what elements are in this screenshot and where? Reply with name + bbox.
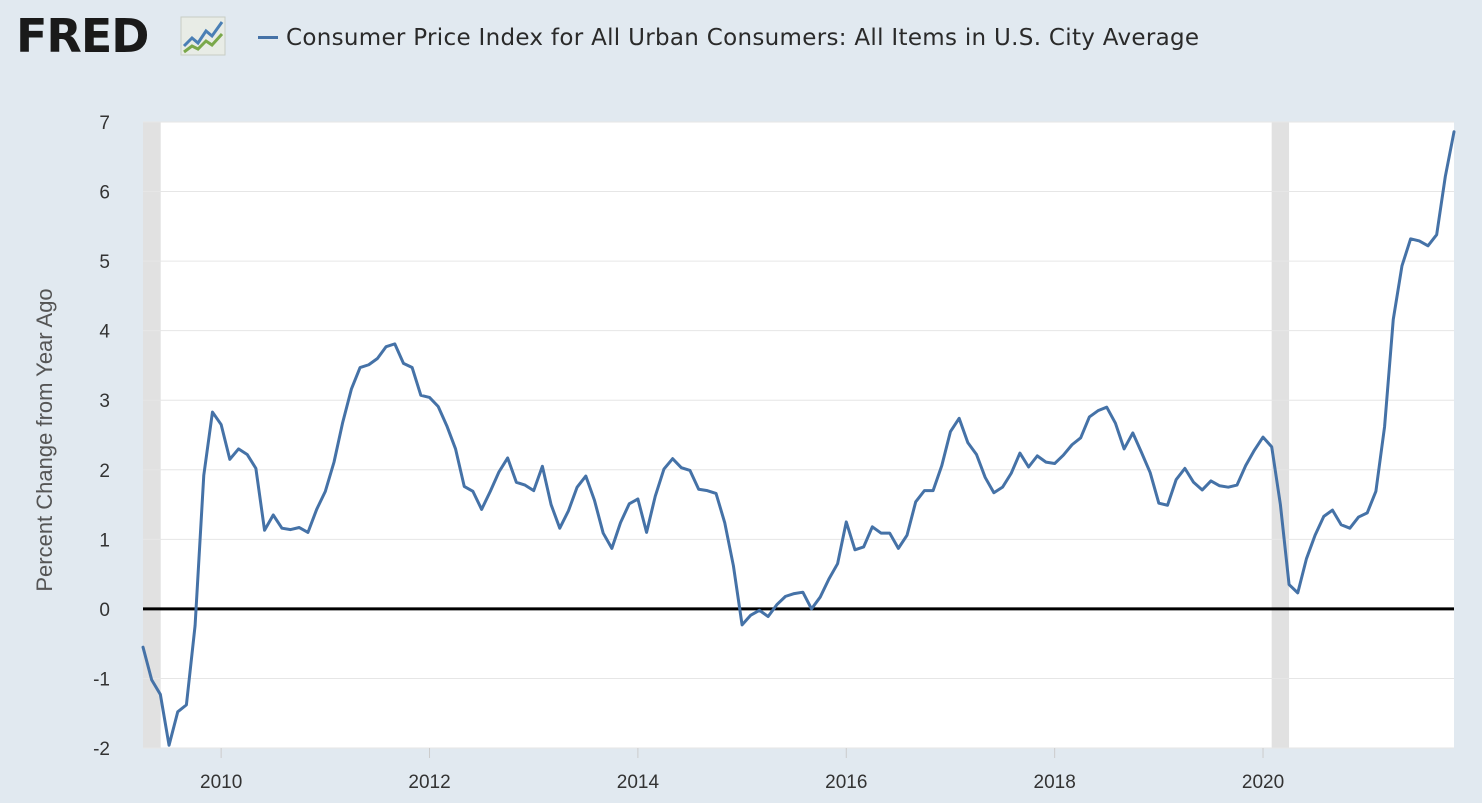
chart-header: FRED Consumer Price Index for All Urban … [0,0,1482,110]
recession-band-0 [143,122,161,748]
y-tick-label: 5 [99,252,110,273]
y-tick-label: 0 [99,600,110,621]
y-tick-label: -2 [93,739,110,760]
y-tick-label: 2 [99,461,110,482]
y-tick-label: 7 [99,113,110,134]
y-tick-label: 1 [99,530,110,551]
legend-series-swatch [258,36,278,39]
legend-series-label[interactable]: Consumer Price Index for All Urban Consu… [286,25,1200,51]
x-tick-label: 2020 [1242,772,1284,793]
recession-band-1 [1271,122,1290,748]
x-tick-label: 2012 [408,772,450,793]
plot-area [143,122,1454,748]
fred-logo[interactable]: FRED [16,9,149,63]
series-line-cpi[interactable] [141,130,1456,747]
y-tick-label: -1 [93,669,110,690]
x-tick-label: 2018 [1034,772,1076,793]
y-tick-label: 3 [99,391,110,412]
x-tick-label: 2010 [200,772,242,793]
y-tick-label: 4 [99,322,110,343]
y-axis-label: Percent Change from Year Ago [32,288,57,591]
y-tick-label: 6 [99,183,110,204]
fred-graph-logo-icon [180,16,226,56]
x-tick-label: 2014 [617,772,660,793]
x-tick-label: 2016 [825,772,867,793]
